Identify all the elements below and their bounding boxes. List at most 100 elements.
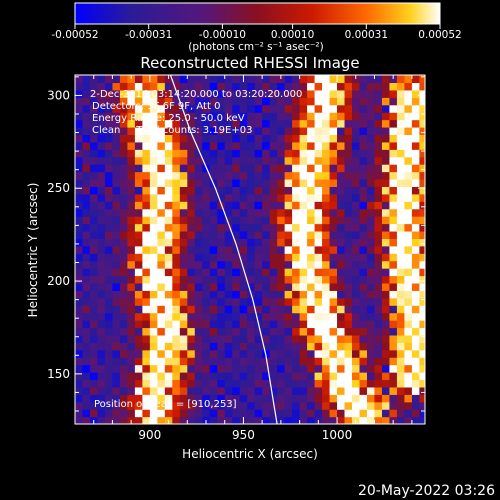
heatmap-cell [127, 364, 136, 373]
heatmap-cell [247, 208, 256, 217]
heatmap-cell [254, 193, 263, 202]
heatmap-cell [209, 260, 218, 269]
heatmap-cell [314, 401, 323, 410]
heatmap-cell [217, 82, 226, 91]
heatmap-cell [179, 305, 188, 314]
heatmap-cell [82, 260, 91, 269]
heatmap-cell [134, 349, 143, 358]
heatmap-cell [292, 409, 301, 418]
heatmap-cell [104, 134, 114, 143]
heatmap-cell [404, 320, 413, 329]
heatmap-cell [254, 75, 263, 84]
heatmap-cell [284, 97, 293, 106]
heatmap-cell [374, 82, 383, 91]
heatmap-cell [127, 327, 136, 336]
heatmap-cell [299, 260, 308, 269]
heatmap-cell [352, 164, 361, 173]
heatmap-cell [172, 349, 181, 358]
heatmap-cell [89, 401, 99, 410]
heatmap-cell [75, 156, 84, 165]
heatmap-cell [119, 327, 129, 336]
heatmap-cell [134, 364, 143, 373]
heatmap-cell [419, 245, 425, 254]
heatmap-cell [224, 386, 233, 395]
heatmap-cell [89, 186, 99, 195]
heatmap-cell [119, 282, 129, 291]
heatmap-cell [82, 119, 91, 128]
heatmap-cell [112, 104, 121, 113]
heatmap-cell [404, 364, 413, 373]
heatmap-cell [344, 223, 353, 232]
heatmap-cell [112, 216, 121, 225]
heatmap-cell [149, 75, 158, 84]
heatmap-cell [329, 208, 338, 217]
heatmap-cell [381, 223, 391, 232]
heatmap-cell [389, 342, 398, 351]
heatmap-cell [179, 290, 188, 299]
colorbar-tick-label: 0.00031 [345, 29, 388, 41]
heatmap-cell [172, 357, 181, 366]
heatmap-cell [284, 245, 293, 254]
heatmap-cell [247, 260, 256, 269]
heatmap-cell [277, 164, 286, 173]
heatmap-cell [112, 82, 121, 91]
heatmap-cell [247, 89, 256, 98]
heatmap-cell [396, 223, 406, 232]
heatmap-cell [209, 364, 218, 373]
heatmap-cell [142, 230, 151, 239]
heatmap-cell [239, 282, 248, 291]
heatmap-cell [127, 312, 136, 321]
heatmap-cell [187, 297, 196, 306]
heatmap-cell [284, 334, 293, 343]
heatmap-cell [322, 409, 331, 418]
heatmap-cell [292, 349, 301, 358]
heatmap-cell [82, 290, 91, 299]
heatmap-cell [172, 275, 181, 284]
heatmap-cell [262, 364, 271, 373]
heatmap-cell [179, 156, 188, 165]
heatmap-cell [284, 149, 293, 158]
heatmap-cell [247, 245, 256, 254]
heatmap-cell [419, 386, 425, 395]
heatmap-cell [269, 416, 278, 424]
heatmap-cell [209, 104, 218, 113]
heatmap-cell [202, 401, 211, 410]
heatmap-cell [239, 357, 248, 366]
heatmap-cell [262, 193, 271, 202]
heatmap-cell [134, 134, 143, 143]
heatmap-cell [247, 104, 256, 113]
heatmap-cell [389, 320, 398, 329]
heatmap-cell [142, 305, 151, 314]
heatmap-cell [329, 416, 338, 424]
heatmap-cell [247, 223, 256, 232]
heatmap-cell [337, 372, 346, 381]
heatmap-cell [179, 201, 188, 210]
heatmap-cell [209, 75, 218, 84]
heatmap-cell [202, 97, 211, 106]
heatmap-cell [134, 171, 143, 180]
heatmap-cell [247, 342, 256, 351]
heatmap-cell [179, 342, 188, 351]
heatmap-cell [149, 342, 158, 351]
heatmap-cell [239, 216, 248, 225]
heatmap-cell [254, 171, 263, 180]
heatmap-cell [209, 386, 218, 395]
heatmap-cell [179, 223, 188, 232]
heatmap-cell [396, 297, 406, 306]
heatmap-cell [419, 312, 425, 321]
heatmap-cell [389, 119, 398, 128]
heatmap-cell [269, 223, 278, 232]
heatmap-cell [419, 260, 425, 269]
heatmap-cell [134, 245, 143, 254]
heatmap-cell [404, 268, 413, 277]
heatmap-cell [359, 119, 368, 128]
heatmap-cell [172, 312, 181, 321]
heatmap-cell [352, 386, 361, 395]
heatmap-cell [239, 223, 248, 232]
heatmap-cell [187, 134, 196, 143]
heatmap-cell [75, 334, 84, 343]
heatmap-cell [359, 305, 368, 314]
heatmap-cell [104, 141, 114, 150]
heatmap-cell [142, 216, 151, 225]
heatmap-cell [262, 275, 271, 284]
